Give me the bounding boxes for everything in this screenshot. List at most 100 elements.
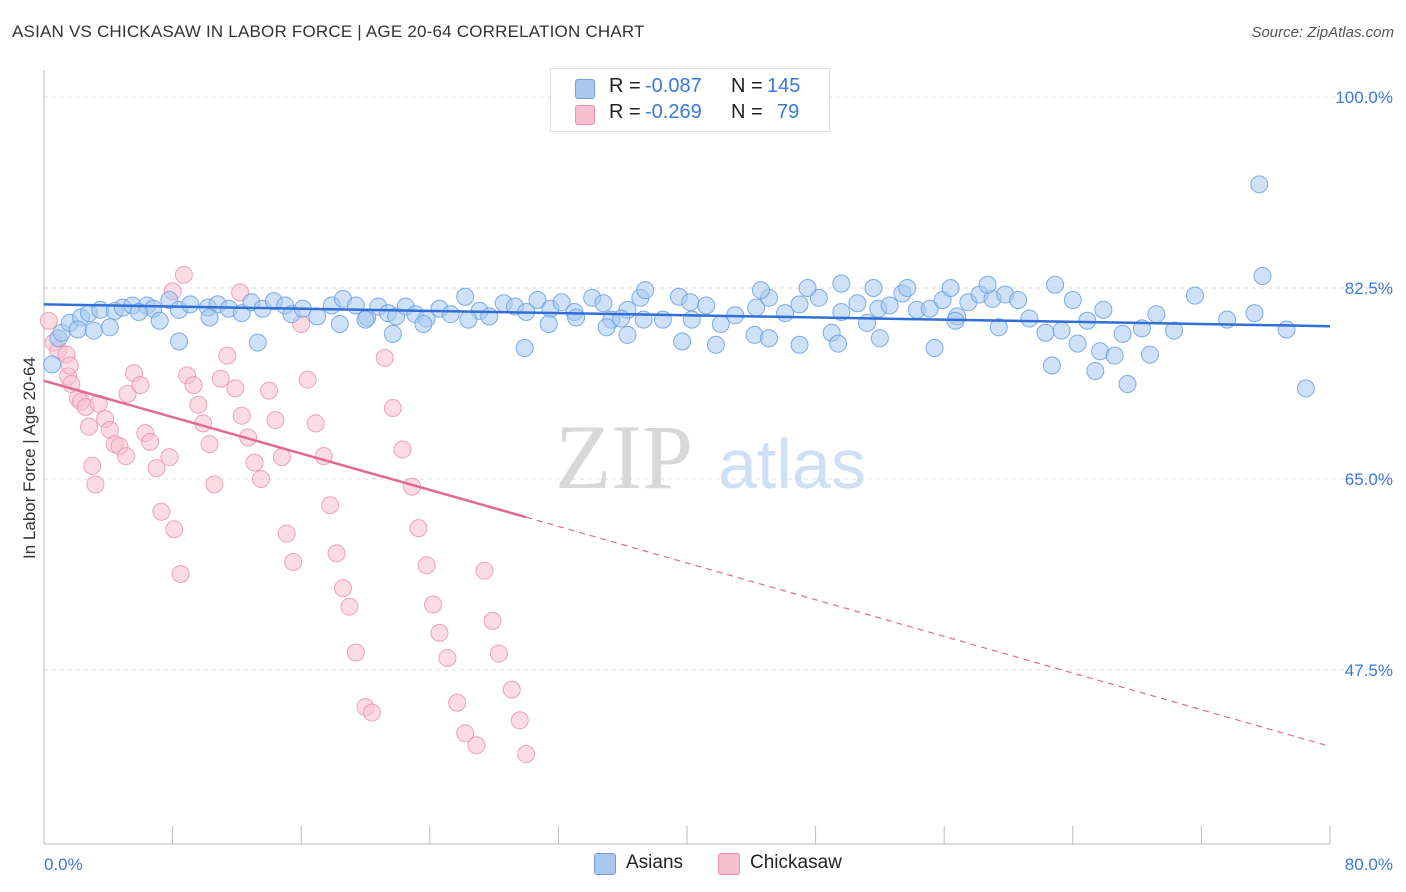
y-tick-label: 82.5% [1345,279,1393,298]
asians-point [68,320,87,339]
asians-point [567,308,586,327]
chickasaw-point [475,561,494,580]
chickasaw-point [147,459,166,478]
source-label: Source: ZipAtlas.com [1251,24,1394,41]
chickasaw-point [205,475,224,494]
asians-legend-swatch [594,853,616,875]
chickasaw-point [306,414,325,433]
asians-point [1020,309,1039,328]
asians-point [618,325,637,344]
chickasaw-point [424,595,443,614]
asians-point [898,279,917,297]
asians-point [848,294,867,313]
legend-item-asians[interactable]: Asians [594,852,714,876]
chickasaw-point [245,453,264,472]
asians-point [1277,320,1296,339]
asians-point [832,303,851,322]
chickasaw-point [383,399,402,418]
chickasaw-point [200,435,219,454]
asians-point [181,295,200,314]
chickasaw-point [116,447,135,466]
chickasaw-point [252,470,271,488]
asians-point [1052,321,1071,340]
chickasaw-point [346,643,365,662]
chickasaw-point [489,644,508,663]
asians-point [594,294,613,313]
legend-row-asians: R = -0.087 N = 145 [551,75,829,101]
asians-point [528,291,547,310]
asians-point [941,279,960,297]
asians-point [864,279,883,297]
asians-point [1105,346,1124,365]
asians-point [456,287,475,306]
legend-item-chickasaw[interactable]: Chickasaw [718,852,868,876]
axes [43,70,1331,845]
legend-r-label: R = [609,75,641,97]
asians-point [798,279,817,297]
asians-point [597,318,616,337]
asians-point [1140,345,1159,364]
asians-point [515,339,534,358]
chickasaw-point [483,611,502,630]
x-tick-label: 80.0% [1345,855,1393,874]
asians-point [43,355,62,374]
chickasaw-point [517,745,536,764]
chickasaw-point [189,395,208,414]
asians-swatch [575,79,595,99]
x-tick-label: 0.0% [44,855,83,874]
asians-point [673,332,692,351]
asians-point [150,311,169,330]
chickasaw-point [284,552,303,571]
chickasaw-point [160,448,179,467]
chickasaw-points [39,265,536,764]
asians-point [636,281,655,300]
asians-point [100,318,119,337]
chickasaw-point [375,348,394,367]
watermark: ZIP atlas [555,406,866,508]
chickasaw-point [340,597,359,616]
chickasaw-point [232,406,251,425]
chickasaw-point [80,417,99,436]
asians-point [356,310,375,329]
asians-trend-line [43,303,1331,328]
asians-point [1063,291,1082,310]
asians-point [1068,334,1087,353]
asians-point [330,315,349,334]
asians-point [414,315,433,334]
chickasaw-point [298,370,317,389]
legend-r-label: R = [609,101,641,123]
y-tick-label: 100.0% [1335,88,1393,107]
asians-point [1147,305,1166,324]
legend-r-value: -0.269 [645,101,702,123]
asians-point [539,315,558,334]
watermark-zip: ZIP [555,406,693,508]
asians-point [751,281,770,300]
chickasaw-point [467,736,486,755]
chickasaw-swatch [575,105,595,125]
chickasaw-legend-swatch [718,853,740,875]
chickasaw-point [417,556,436,575]
chickasaw-point [430,623,449,642]
chickasaw-point [327,544,346,563]
chickasaw-point [448,693,467,712]
y-axis-label: In Labor Force | Age 20-64 [20,357,39,559]
asians-point [383,324,402,343]
chickasaw-trend-line [43,379,527,519]
asians-point [1185,286,1204,305]
asians-point [552,293,571,312]
y-tick-label: 47.5% [1345,661,1393,680]
asians-point [920,299,939,318]
chickasaw-point [226,379,245,398]
chickasaw-point [260,381,279,400]
asians-point [170,332,189,351]
y-tick-label: 65.0% [1345,470,1393,489]
asians-point [1094,300,1113,319]
asians-point [858,313,877,332]
chickasaw-point [438,648,457,667]
legend-n-label: N = [731,75,763,97]
asians-point [880,296,899,315]
chickasaw-point [321,496,340,515]
asians-point [870,329,889,348]
legend-row-chickasaw: R = -0.269 N = 79 [551,101,829,127]
chickasaw-point [362,703,381,722]
